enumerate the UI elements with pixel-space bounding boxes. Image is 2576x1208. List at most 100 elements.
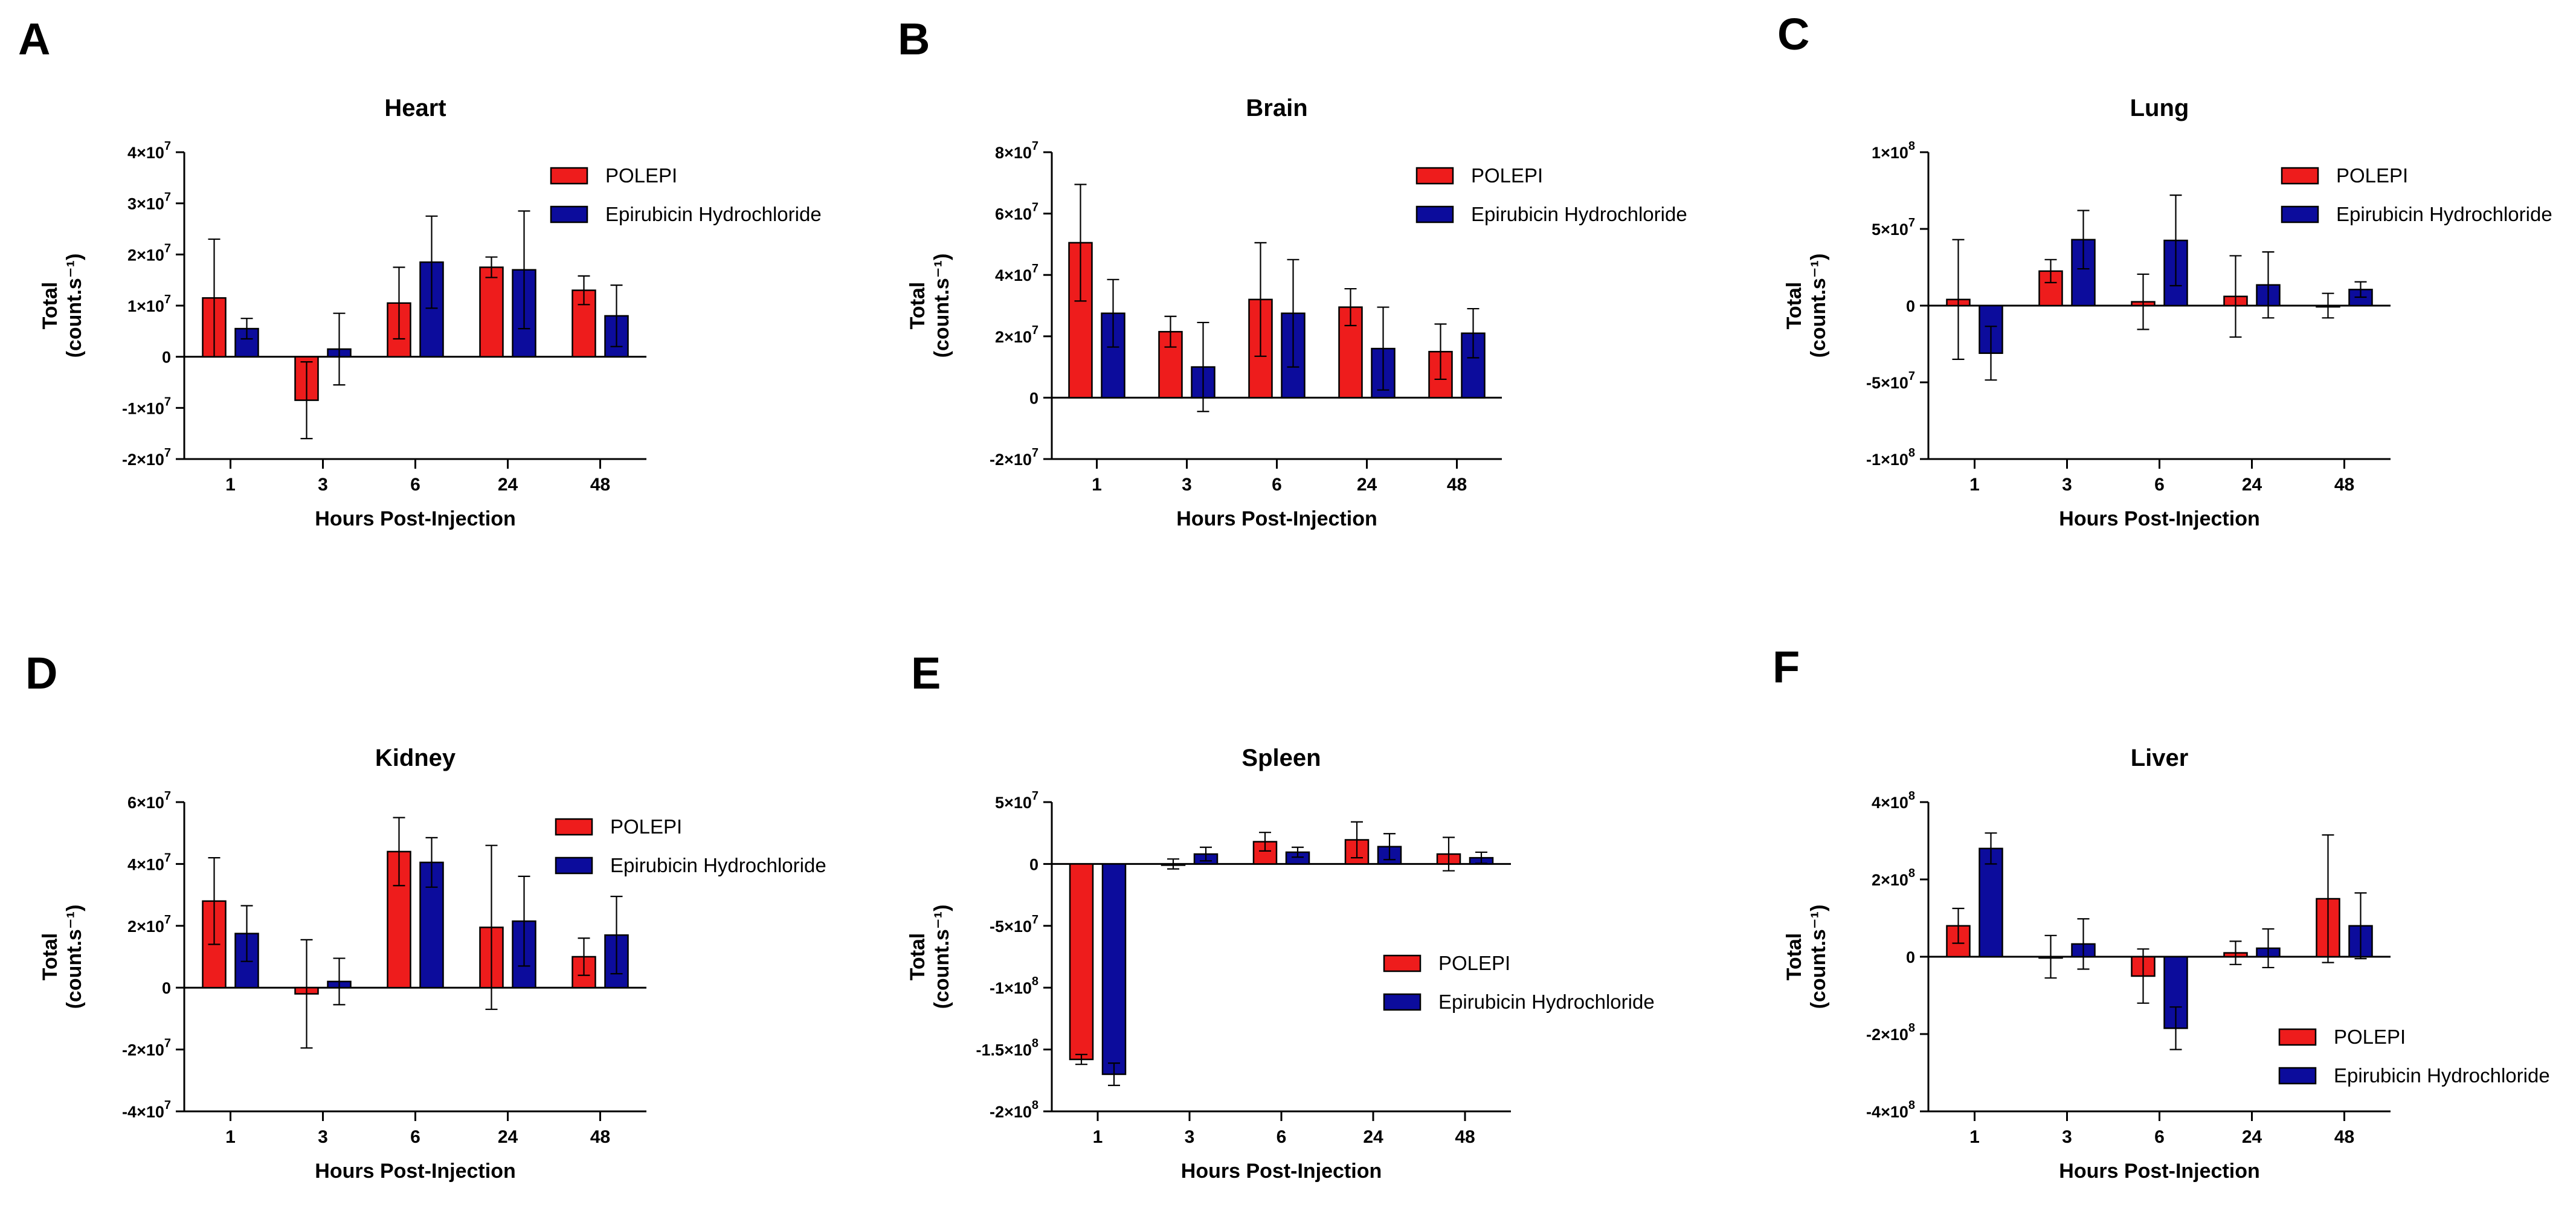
x-tick-label: 48 bbox=[590, 1127, 610, 1147]
y-tick-mantissa: 4 bbox=[1872, 794, 1881, 812]
y-tick-label: -1.5×108 bbox=[976, 1037, 1038, 1059]
legend-label-epirubicin-hydrochloride: Epirubicin Hydrochloride bbox=[605, 203, 822, 225]
legend: POLEPI Epirubicin Hydrochloride bbox=[1415, 164, 1687, 225]
y-tick-times: ×10 bbox=[137, 855, 164, 873]
bar-polepi-1h bbox=[1069, 863, 1094, 1061]
y-tick-times: ×10 bbox=[1881, 451, 1908, 469]
y-tick-exponent: 8 bbox=[1032, 1099, 1038, 1112]
y-tick-times: ×10 bbox=[1881, 871, 1908, 889]
legend-swatch-polepi bbox=[1415, 167, 1454, 185]
y-tick-mantissa: 4 bbox=[127, 144, 137, 162]
y-axis-title: Total (count.s⁻¹) bbox=[39, 905, 86, 1009]
y-axis-title-line1: Total bbox=[906, 933, 929, 981]
y-axis-title-line1: Total bbox=[906, 282, 929, 330]
y-tick-label: 1×107 bbox=[127, 293, 171, 315]
legend-label-epirubicin-hydrochloride: Epirubicin Hydrochloride bbox=[2336, 203, 2552, 225]
y-tick-mantissa: 2 bbox=[1872, 871, 1881, 889]
legend-swatch-epirubicin-hydrochloride bbox=[555, 856, 593, 875]
x-tick-label: 48 bbox=[590, 475, 610, 495]
y-tick-label: -1×108 bbox=[1866, 446, 1915, 469]
y-tick-mantissa: 1 bbox=[127, 297, 137, 315]
y-tick-label: 2×107 bbox=[127, 913, 171, 936]
y-tick-mantissa: 0 bbox=[1029, 855, 1038, 873]
legend-label-polepi: POLEPI bbox=[2334, 1026, 2406, 1048]
bar-polepi-24h bbox=[479, 266, 504, 358]
y-tick-times: ×10 bbox=[137, 451, 164, 469]
x-tick-label: 24 bbox=[2242, 1127, 2262, 1147]
y-tick-label: 6×107 bbox=[995, 201, 1038, 223]
y-tick-exponent: 7 bbox=[164, 293, 171, 306]
y-tick-mantissa: 0 bbox=[162, 349, 171, 367]
y-axis-title: Total (count.s⁻¹) bbox=[906, 905, 953, 1009]
y-tick-mantissa: 5 bbox=[1872, 220, 1881, 239]
y-tick-label: 0 bbox=[162, 979, 171, 997]
panel-kidney: D Kidney -4×107 -2×107 0 2×107 4×107 6×107 1 3 6 2… bbox=[0, 604, 858, 1208]
x-tick-label: 24 bbox=[498, 1127, 518, 1147]
y-tick-exponent: 7 bbox=[164, 242, 171, 255]
x-tick-label: 1 bbox=[1969, 1127, 1980, 1147]
y-tick-times: ×10 bbox=[137, 195, 164, 213]
y-tick-mantissa: -1 bbox=[990, 979, 1004, 997]
y-axis-title-line2: (count.s⁻¹) bbox=[930, 254, 953, 358]
legend-label-polepi: POLEPI bbox=[605, 164, 677, 187]
x-tick-label: 1 bbox=[225, 475, 236, 495]
y-tick-mantissa: -5 bbox=[990, 917, 1004, 936]
y-tick-label: 6×107 bbox=[127, 789, 171, 812]
y-tick-label: -4×107 bbox=[122, 1099, 171, 1121]
x-tick-label: 24 bbox=[1363, 1127, 1383, 1147]
legend-swatch-polepi bbox=[1383, 954, 1422, 972]
y-tick-exponent: 7 bbox=[164, 851, 171, 864]
chart-title: Liver bbox=[2131, 745, 2189, 771]
x-tick-label: 1 bbox=[1093, 1127, 1103, 1147]
y-tick-exponent: 8 bbox=[1032, 975, 1038, 988]
y-tick-times: ×10 bbox=[1004, 794, 1032, 812]
y-tick-times: ×10 bbox=[137, 1103, 164, 1121]
x-tick-label: 1 bbox=[1092, 475, 1102, 495]
y-tick-label: 1×108 bbox=[1872, 140, 1915, 162]
y-tick-mantissa: 0 bbox=[162, 979, 171, 997]
y-tick-times: ×10 bbox=[137, 399, 164, 417]
y-tick-mantissa: -5 bbox=[1866, 374, 1881, 392]
y-tick-exponent: 7 bbox=[164, 446, 171, 460]
y-tick-label: 0 bbox=[162, 349, 171, 367]
x-tick-label: 24 bbox=[2242, 475, 2262, 495]
legend-label-polepi: POLEPI bbox=[2336, 164, 2408, 187]
x-tick-label: 3 bbox=[2062, 475, 2072, 495]
y-axis-title-line1: Total bbox=[39, 933, 62, 981]
legend: POLEPI Epirubicin Hydrochloride bbox=[550, 164, 822, 225]
y-tick-exponent: 7 bbox=[164, 1099, 171, 1112]
y-tick-label: -2×107 bbox=[122, 1037, 171, 1059]
y-tick-exponent: 8 bbox=[1908, 1021, 1915, 1035]
legend: POLEPI Epirubicin Hydrochloride bbox=[555, 815, 826, 876]
y-tick-exponent: 7 bbox=[1032, 140, 1038, 153]
y-tick-exponent: 8 bbox=[1908, 867, 1915, 880]
x-tick-label: 6 bbox=[1277, 1127, 1287, 1147]
panel-letter: B bbox=[898, 14, 930, 64]
panel-lung: C Lung -1×108 -5×107 0 5×107 1×108 1 3 6 24 48 Hour… bbox=[1717, 0, 2575, 604]
x-tick-label: 6 bbox=[410, 475, 420, 495]
y-tick-mantissa: 4 bbox=[995, 266, 1004, 284]
y-tick-times: ×10 bbox=[1004, 979, 1032, 997]
x-tick-label: 24 bbox=[1357, 475, 1377, 495]
x-tick-label: 3 bbox=[2062, 1127, 2072, 1147]
y-tick-times: ×10 bbox=[1881, 220, 1908, 239]
legend-swatch-epirubicin-hydrochloride bbox=[1415, 205, 1454, 223]
y-axis-title: Total (count.s⁻¹) bbox=[1783, 905, 1830, 1009]
y-tick-mantissa: 2 bbox=[127, 917, 137, 936]
x-tick-label: 1 bbox=[1969, 475, 1980, 495]
y-tick-exponent: 7 bbox=[164, 1037, 171, 1050]
y-tick-exponent: 7 bbox=[1032, 446, 1038, 460]
y-tick-exponent: 8 bbox=[1032, 1037, 1038, 1050]
y-tick-label: 4×107 bbox=[995, 262, 1038, 284]
legend-label-epirubicin-hydrochloride: Epirubicin Hydrochloride bbox=[610, 854, 826, 876]
y-tick-mantissa: -2 bbox=[122, 451, 137, 469]
y-tick-label: -2×108 bbox=[990, 1099, 1038, 1121]
bar-polepi-6h bbox=[1252, 841, 1278, 865]
y-tick-label: 2×107 bbox=[995, 324, 1038, 346]
y-tick-times: ×10 bbox=[1881, 374, 1908, 392]
x-tick-label: 3 bbox=[318, 475, 328, 495]
legend-label-polepi: POLEPI bbox=[610, 815, 682, 838]
y-tick-mantissa: -4 bbox=[122, 1103, 137, 1121]
y-tick-mantissa: 3 bbox=[127, 195, 137, 213]
